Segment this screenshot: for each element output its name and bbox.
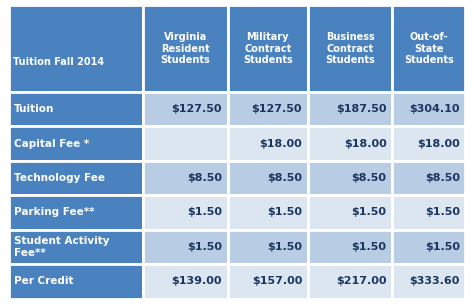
Bar — [9, 92, 143, 126]
Bar — [9, 5, 143, 92]
Text: Per Credit: Per Credit — [14, 276, 74, 286]
Text: Tuition Fall 2014: Tuition Fall 2014 — [13, 57, 104, 67]
Text: Student Activity
Fee**: Student Activity Fee** — [14, 236, 109, 258]
Text: $8.50: $8.50 — [425, 173, 460, 183]
Bar — [228, 126, 308, 161]
Bar — [228, 161, 308, 195]
Bar — [308, 195, 392, 230]
Bar — [143, 5, 228, 92]
Text: $1.50: $1.50 — [352, 207, 387, 217]
Text: Capital Fee *: Capital Fee * — [14, 139, 90, 149]
Text: Business
Contract
Students: Business Contract Students — [325, 32, 375, 65]
Text: $18.00: $18.00 — [417, 139, 460, 149]
Bar — [228, 195, 308, 230]
Text: $139.00: $139.00 — [172, 276, 222, 286]
Text: $1.50: $1.50 — [267, 207, 302, 217]
Bar — [9, 230, 143, 264]
Text: $18.00: $18.00 — [344, 139, 387, 149]
Bar — [228, 92, 308, 126]
Text: $8.50: $8.50 — [352, 173, 387, 183]
Bar — [392, 195, 465, 230]
Text: $1.50: $1.50 — [352, 242, 387, 252]
Text: $187.50: $187.50 — [336, 104, 387, 114]
Text: Virginia
Resident
Students: Virginia Resident Students — [161, 32, 210, 65]
Text: $157.00: $157.00 — [252, 276, 302, 286]
Bar — [143, 92, 228, 126]
Bar — [228, 230, 308, 264]
Bar — [308, 5, 392, 92]
Bar — [9, 195, 143, 230]
Bar — [392, 126, 465, 161]
Text: Technology Fee: Technology Fee — [14, 173, 105, 183]
Bar — [392, 5, 465, 92]
Bar — [228, 5, 308, 92]
Text: $333.60: $333.60 — [410, 276, 460, 286]
Bar — [308, 264, 392, 299]
Bar — [308, 161, 392, 195]
Text: $18.00: $18.00 — [259, 139, 302, 149]
Text: $8.50: $8.50 — [187, 173, 222, 183]
Bar — [143, 230, 228, 264]
Bar — [9, 264, 143, 299]
Bar — [392, 161, 465, 195]
Bar — [228, 264, 308, 299]
Bar — [392, 264, 465, 299]
Text: $1.50: $1.50 — [425, 207, 460, 217]
Text: $127.50: $127.50 — [172, 104, 222, 114]
Bar — [308, 92, 392, 126]
Text: Parking Fee**: Parking Fee** — [14, 207, 95, 217]
Text: $1.50: $1.50 — [425, 242, 460, 252]
Text: $1.50: $1.50 — [187, 207, 222, 217]
Bar — [392, 92, 465, 126]
Text: $217.00: $217.00 — [336, 276, 387, 286]
Text: $304.10: $304.10 — [409, 104, 460, 114]
Bar — [143, 264, 228, 299]
Bar — [9, 126, 143, 161]
Bar — [143, 195, 228, 230]
Bar — [9, 161, 143, 195]
Text: Military
Contract
Students: Military Contract Students — [243, 32, 293, 65]
Text: Out-of-
State
Students: Out-of- State Students — [404, 32, 454, 65]
Text: $1.50: $1.50 — [267, 242, 302, 252]
Text: $127.50: $127.50 — [252, 104, 302, 114]
Text: $8.50: $8.50 — [267, 173, 302, 183]
Bar — [143, 161, 228, 195]
Bar — [308, 230, 392, 264]
Text: Tuition: Tuition — [14, 104, 55, 114]
Text: $1.50: $1.50 — [187, 242, 222, 252]
Bar — [143, 126, 228, 161]
Bar — [308, 126, 392, 161]
Bar — [392, 230, 465, 264]
